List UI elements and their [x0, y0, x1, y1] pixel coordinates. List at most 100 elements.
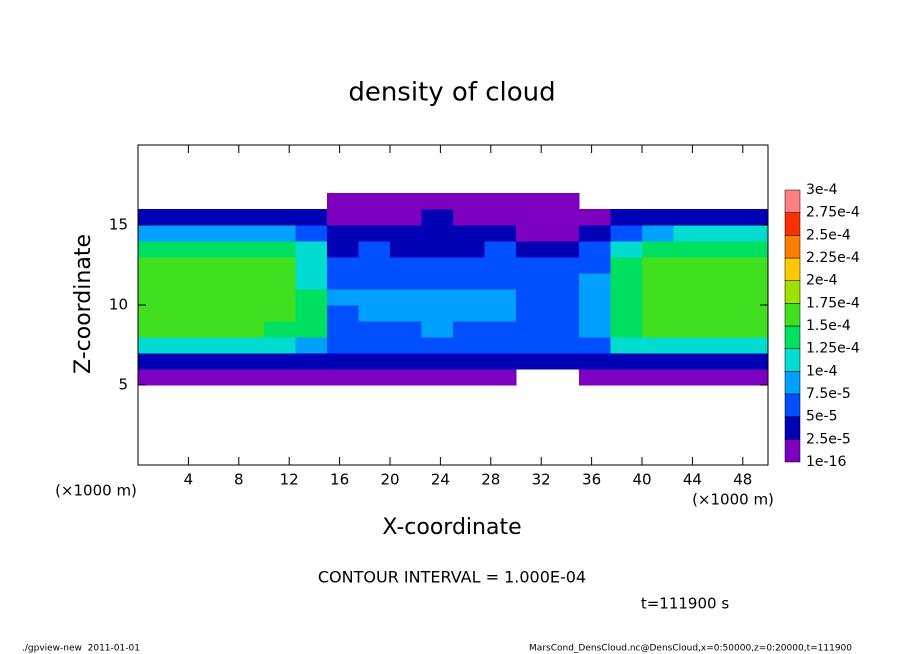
heat-cell	[138, 209, 170, 226]
colorbar-swatch	[784, 212, 801, 236]
heat-cell	[484, 225, 517, 242]
heat-cell	[484, 305, 517, 322]
heat-cell	[547, 257, 580, 274]
y-tick-label: 5	[118, 376, 128, 394]
heat-cell	[642, 321, 674, 338]
heat-cell	[201, 225, 233, 242]
colorbar-swatch	[784, 325, 801, 349]
heat-cell	[390, 321, 422, 338]
heat-cell	[516, 337, 548, 354]
heat-cell	[201, 289, 233, 306]
colorbar-label: 1e-4	[806, 363, 838, 379]
heat-cell	[421, 337, 454, 354]
heat-cell	[390, 193, 422, 210]
heat-cell	[610, 337, 643, 354]
heat-cell	[390, 225, 422, 242]
heat-cell	[138, 337, 170, 354]
heat-cell	[484, 369, 517, 386]
contour-interval: CONTOUR INTERVAL = 1.000E-04	[318, 568, 586, 587]
colorbar-label: 1.5e-4	[806, 318, 851, 334]
x-tick-label: 44	[683, 471, 702, 489]
heat-cell	[232, 225, 265, 242]
heat-cell	[358, 193, 391, 210]
heat-cell	[453, 321, 485, 338]
heat-cell	[642, 305, 674, 322]
heat-cell	[421, 193, 454, 210]
heat-cell	[390, 337, 422, 354]
colorbar-swatch	[784, 280, 801, 304]
heat-cell	[421, 321, 454, 338]
heat-cell	[264, 353, 296, 370]
heat-cell	[390, 209, 422, 226]
heat-cell	[138, 321, 170, 338]
heat-cell	[232, 305, 265, 322]
heat-cell	[736, 369, 769, 386]
heat-cell	[201, 241, 233, 258]
heat-cell	[295, 321, 328, 338]
heat-cell	[579, 321, 611, 338]
heat-cell	[358, 305, 391, 322]
heat-cell	[579, 241, 611, 258]
heat-cell	[705, 209, 737, 226]
heat-cell	[295, 209, 328, 226]
heat-cell	[453, 241, 485, 258]
heat-cell	[358, 257, 391, 274]
heat-cell	[705, 353, 737, 370]
heat-cell	[138, 225, 170, 242]
heat-cell	[610, 241, 643, 258]
heat-cell	[232, 337, 265, 354]
heat-cell	[232, 209, 265, 226]
heat-cell	[673, 305, 706, 322]
heat-cell	[736, 273, 769, 290]
heat-cell	[264, 321, 296, 338]
heat-cell	[484, 257, 517, 274]
heat-cell	[421, 305, 454, 322]
heat-cell	[295, 225, 328, 242]
heat-cell	[736, 321, 769, 338]
heat-cell	[673, 241, 706, 258]
heat-cell	[705, 225, 737, 242]
heat-cell	[169, 225, 202, 242]
colorbar-label: 2.75e-4	[806, 205, 860, 221]
heat-cell	[610, 225, 643, 242]
colorbar-label: 3e-4	[806, 182, 838, 198]
time-label: t=111900 s	[641, 595, 729, 613]
heat-cell	[484, 289, 517, 306]
heat-cell	[453, 257, 485, 274]
heat-cell	[547, 209, 580, 226]
heat-cell	[673, 273, 706, 290]
heat-cell	[169, 305, 202, 322]
heat-cell	[138, 305, 170, 322]
heat-cell	[547, 225, 580, 242]
heat-cell	[138, 257, 170, 274]
heat-cell	[232, 369, 265, 386]
heat-cell	[327, 225, 359, 242]
heat-cell	[264, 257, 296, 274]
colorbar-label: 2e-4	[806, 273, 838, 289]
y-tick-label: 15	[109, 216, 128, 234]
heat-cell	[673, 337, 706, 354]
heat-cell	[169, 321, 202, 338]
heat-cell	[516, 353, 548, 370]
heat-cell	[421, 289, 454, 306]
heat-cell	[327, 241, 359, 258]
heat-cell	[390, 369, 422, 386]
colorbar-swatch	[784, 189, 801, 213]
heat-cell	[673, 353, 706, 370]
heat-cell	[547, 321, 580, 338]
colorbar-label: 2.5e-5	[806, 431, 851, 447]
heat-cell	[516, 241, 548, 258]
heat-cell	[453, 337, 485, 354]
colorbar-swatch	[784, 235, 801, 259]
heat-cell	[421, 369, 454, 386]
heat-cell	[232, 257, 265, 274]
heat-cell	[421, 273, 454, 290]
heat-cell	[736, 353, 769, 370]
heat-cell	[295, 289, 328, 306]
heat-cell	[327, 273, 359, 290]
heat-cell	[673, 369, 706, 386]
heat-cell	[484, 353, 517, 370]
colorbar-swatch	[784, 348, 801, 372]
heat-cell	[390, 273, 422, 290]
heat-cell	[673, 289, 706, 306]
